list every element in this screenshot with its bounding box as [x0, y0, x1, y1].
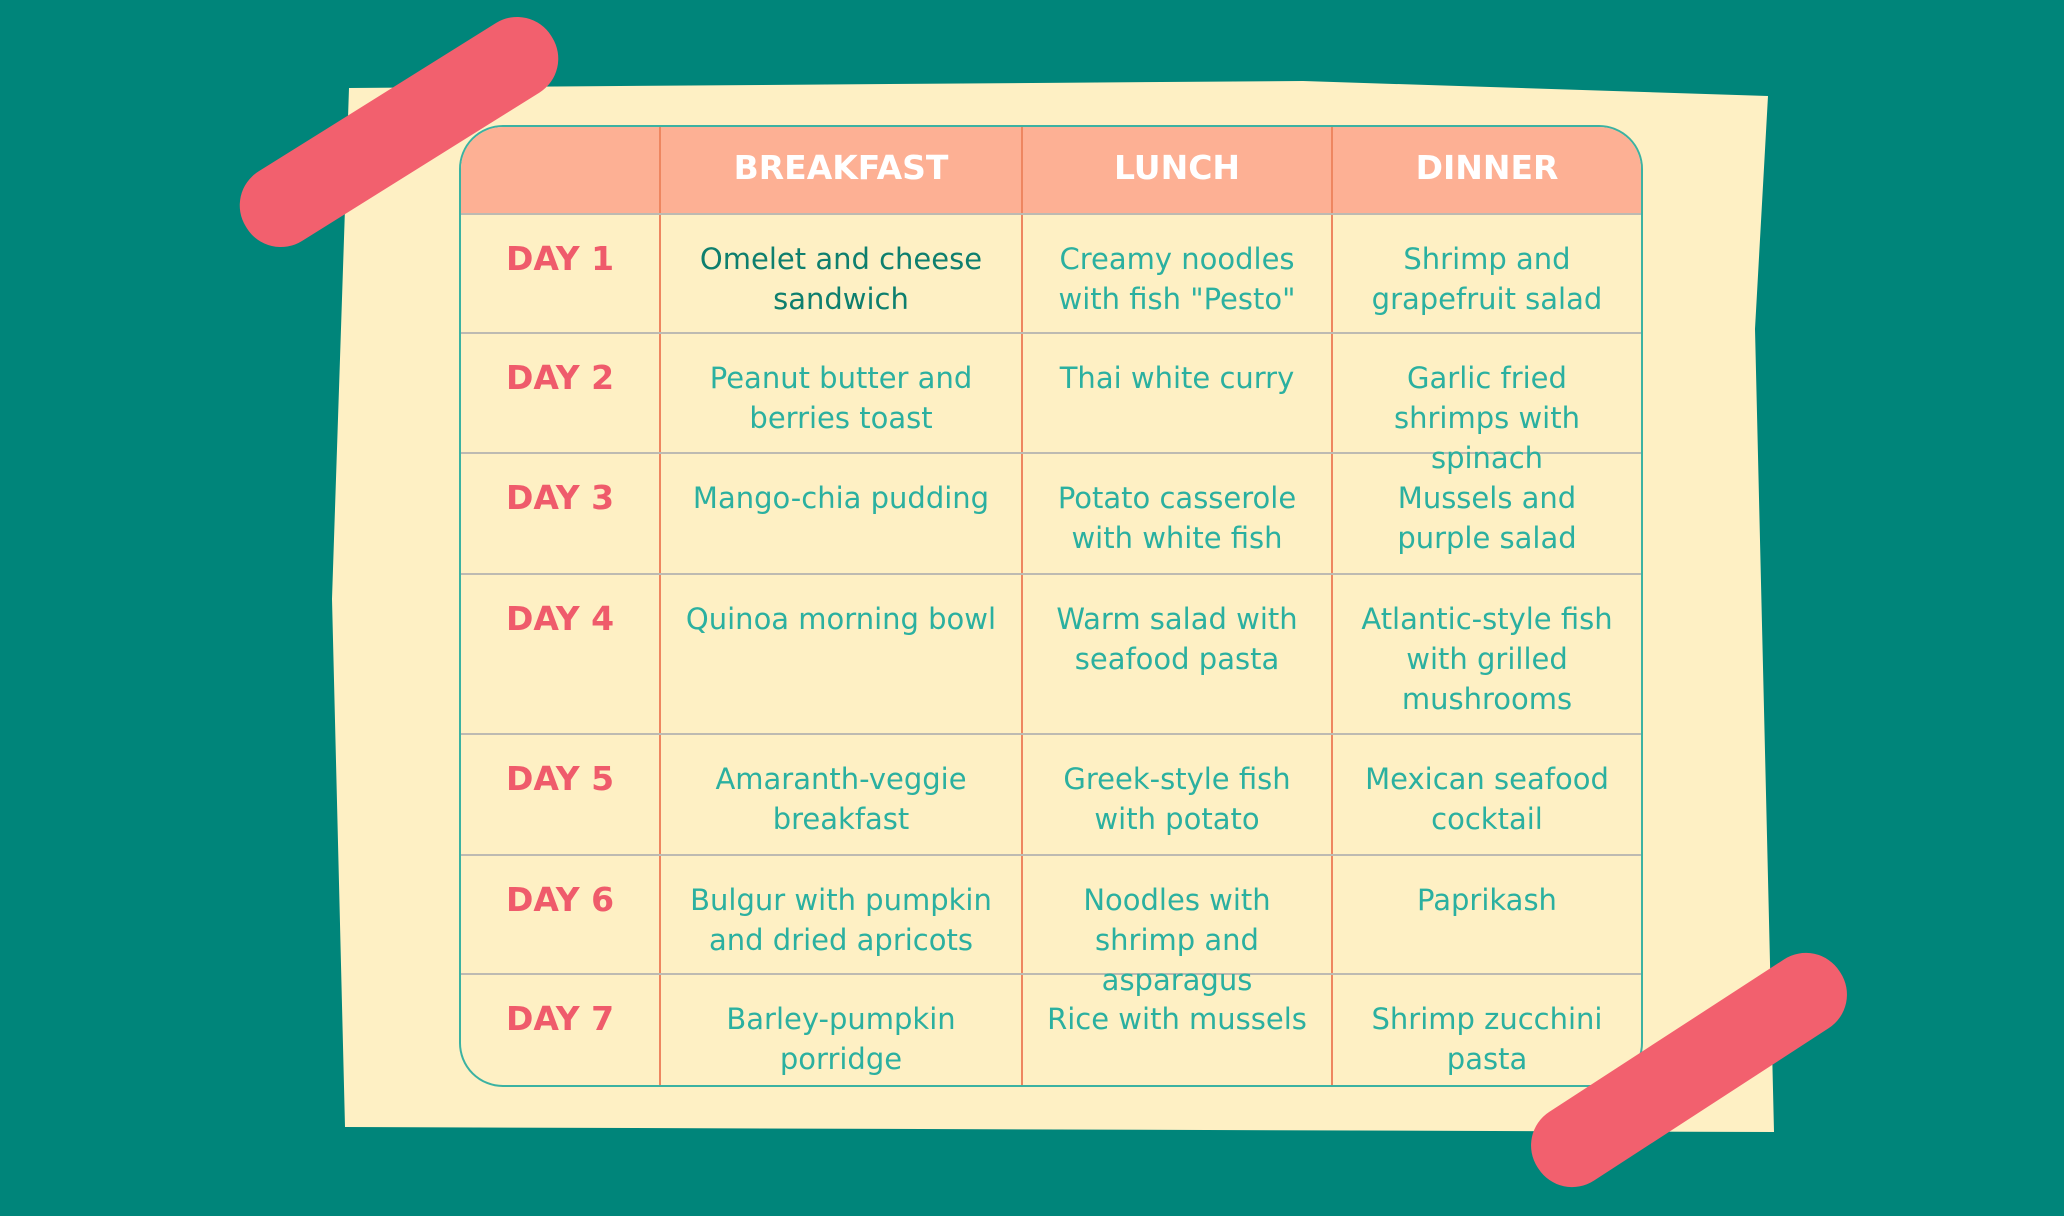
day-label: DAY 2 [505, 358, 615, 397]
day-label: DAY 3 [505, 478, 615, 517]
breakfast-cell: Barley-pumpkin porridge [659, 975, 1021, 1085]
lunch-cell: Noodles with shrimp and asparagus [1021, 856, 1331, 997]
dinner-cell: Garlic fried shrimps with spinach [1331, 334, 1641, 475]
header-dinner: DINNER [1331, 127, 1641, 213]
lunch-cell: Warm salad with seafood pasta [1021, 575, 1331, 733]
lunch-cell: Creamy noodles with fish "Pesto" [1021, 215, 1331, 332]
day-label: DAY 1 [505, 239, 615, 278]
dinner-cell: Mexican seafood cocktail [1331, 735, 1641, 854]
dinner-cell: Shrimp and grapefruit salad [1331, 215, 1641, 332]
breakfast-cell: Mango-chia pudding [659, 454, 1021, 573]
table-row: DAY 2 Peanut butter and berries toast Thai… [461, 332, 1641, 475]
breakfast-cell: Omelet and cheese sandwich [659, 215, 1021, 332]
table-row: DAY 4 Quinoa morning bowl Warm salad with … [461, 573, 1641, 733]
lunch-cell: Potato casserole with white fish [1021, 454, 1331, 573]
header-breakfast: BREAKFAST [659, 127, 1021, 213]
lunch-cell: Thai white curry [1021, 334, 1331, 452]
meal-plan-table: BREAKFAST LUNCH DINNER DAY 1 Omelet and c… [459, 125, 1643, 1087]
header-cell-empty [461, 127, 659, 213]
day-label: DAY 7 [505, 999, 615, 1038]
day-label: DAY 6 [505, 880, 615, 919]
table-row: DAY 1 Omelet and cheese sandwich Creamy no… [461, 213, 1641, 332]
header-lunch: LUNCH [1021, 127, 1331, 213]
dinner-cell: Atlantic-style fish with grilled mushroo… [1331, 575, 1641, 733]
breakfast-cell: Bulgur with pumpkin and dried apricots [659, 856, 1021, 973]
breakfast-cell: Peanut butter and berries toast [659, 334, 1021, 452]
breakfast-cell: Amaranth-veggie breakfast [659, 735, 1021, 854]
dinner-cell: Mussels and purple salad [1331, 454, 1641, 573]
table-row: DAY 3 Mango-chia pudding Potato casserole … [461, 452, 1641, 573]
breakfast-cell: Quinoa morning bowl [659, 575, 1021, 733]
dinner-cell: Shrimp zucchini pasta [1331, 975, 1641, 1085]
table-row: DAY 6 Bulgur with pumpkin and dried apric… [461, 854, 1641, 997]
lunch-cell: Greek-style fish with potato [1021, 735, 1331, 854]
table-row: DAY 7 Barley-pumpkin porridge Rice with mu… [461, 973, 1641, 1085]
table-row: DAY 5 Amaranth-veggie breakfast Greek-styl… [461, 733, 1641, 854]
day-label: DAY 4 [505, 599, 615, 638]
lunch-cell: Rice with mussels [1021, 975, 1331, 1085]
dinner-cell: Paprikash [1331, 856, 1641, 973]
table-header-row: BREAKFAST LUNCH DINNER [461, 127, 1641, 213]
day-label: DAY 5 [505, 759, 615, 798]
